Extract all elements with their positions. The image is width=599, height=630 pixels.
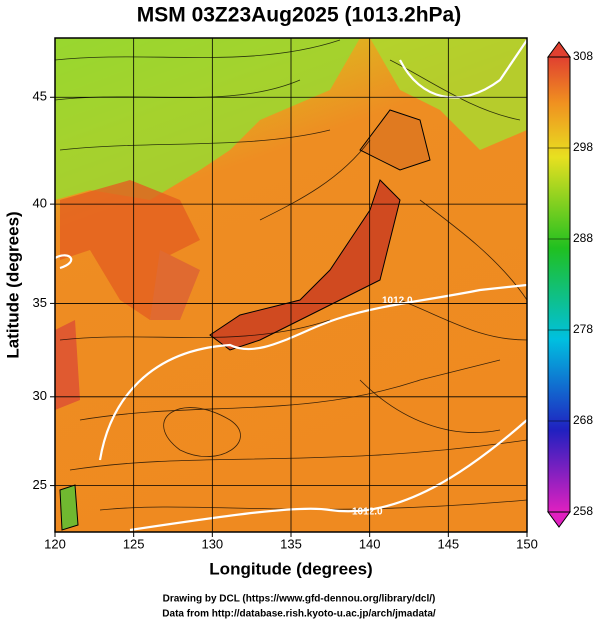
colorbar-tick-label: 298 [573,140,593,154]
colorbar [547,56,571,513]
colorbar-tick-label: 268 [573,413,593,427]
y-tick-label: 30 [33,388,47,403]
axes: 120 125 130 135 140 145 150 25 30 35 40 45 [33,89,538,552]
x-tick-label: 150 [516,536,538,551]
x-tick-label: 125 [123,536,145,551]
colorbar-tick-label: 288 [573,231,593,245]
colorbar-bottom-arrow [547,511,571,528]
y-tick-label: 35 [33,295,47,310]
y-tick-label: 45 [33,89,47,104]
colorbar-tick-label: 258 [573,504,593,518]
footer-line: Data from http://database.rish.kyoto-u.a… [162,609,436,620]
x-tick-label: 140 [359,536,381,551]
x-tick-label: 130 [201,536,223,551]
colorbar-tick-label: 308 [573,49,593,63]
x-axis-label: Longitude (degrees) [209,559,372,578]
x-tick-label: 120 [44,536,66,551]
y-axis-label: Latitude (degrees) [3,211,22,358]
contour-label: 1012.0 [382,296,413,307]
y-tick-label: 40 [33,196,47,211]
contour-label: 1012.0 [352,507,383,518]
colorbar-top-arrow [547,41,571,58]
colorbar-ticks: 258 268 278 288 298 308 [548,49,593,518]
colorbar-tick-label: 278 [573,322,593,336]
x-tick-label: 145 [437,536,459,551]
x-tick-label: 135 [280,536,302,551]
y-tick-label: 25 [33,477,47,492]
footer-line: Drawing by DCL (https://www.gfd-dennou.o… [163,594,436,605]
title: MSM 03Z23Aug2025 (1013.2hPa) [137,4,461,27]
